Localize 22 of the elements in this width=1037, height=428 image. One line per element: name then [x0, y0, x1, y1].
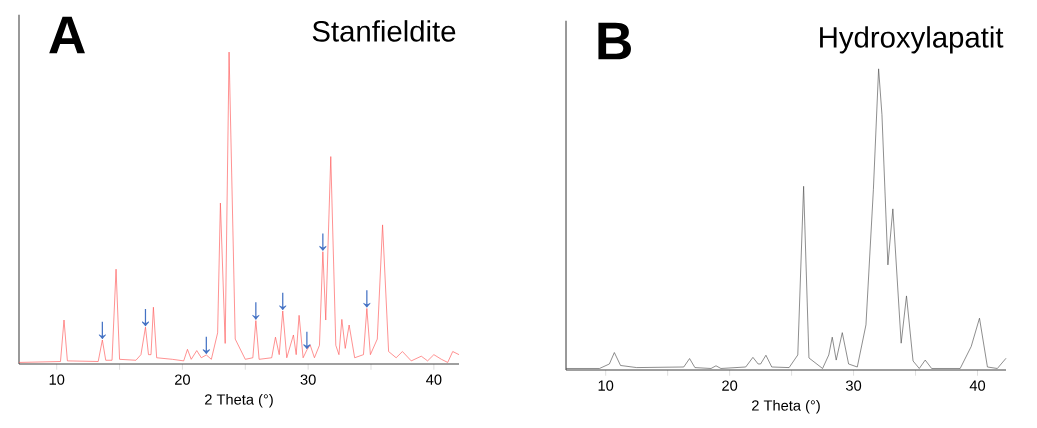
x-tick-label: 30	[845, 380, 862, 391]
x-tick-label: 20	[722, 380, 738, 391]
x-tick-label: 40	[426, 374, 442, 385]
chart-subtitle: Hydroxylapatit	[820, 26, 1004, 54]
chart-title: A	[49, 16, 85, 54]
annotation: ↓	[363, 290, 371, 308]
x-tick-label: 10	[598, 380, 614, 391]
x-tick-label: 40	[969, 380, 986, 391]
x-tick-label: 30	[300, 374, 316, 385]
annotation: ↓	[279, 292, 287, 311]
x-axis-title: 2 Theta (°)	[752, 399, 820, 414]
annotation: ↓	[252, 302, 260, 320]
annotation: ↓	[319, 233, 327, 251]
chart-title: B	[598, 22, 631, 60]
annotation: ↓	[303, 331, 311, 350]
chart-subtitle: Stanfieldite	[312, 20, 456, 42]
x-tick-label: 10	[49, 374, 65, 385]
x-axis-title: 2 Theta (°)	[205, 393, 273, 408]
annotation: ↓	[202, 336, 210, 355]
annotation: ↓	[98, 321, 106, 340]
x-tick-label: 20	[175, 374, 190, 385]
annotation: ↓	[142, 308, 149, 327]
